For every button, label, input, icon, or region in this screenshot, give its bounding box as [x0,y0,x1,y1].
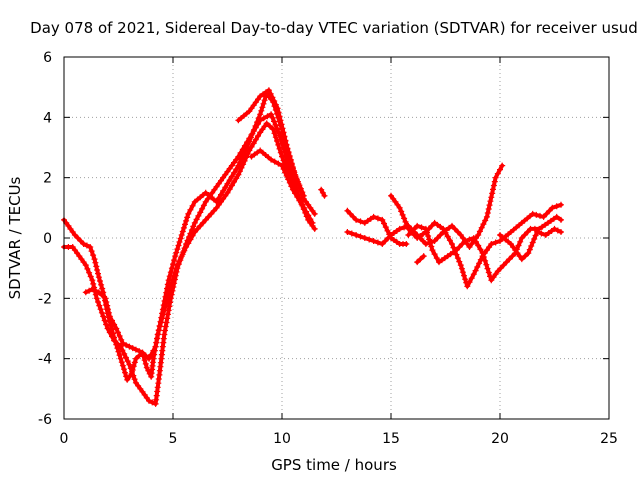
x-axis-title: GPS time / hours [271,456,397,474]
y-axis-title: SDTVAR / TECUs [6,176,24,299]
series-arc-6 [318,186,328,199]
axis-ticks: 0 5 10 15 20 25 -6 -4 -2 0 2 4 6 [38,50,618,447]
y-tick-label: -6 [38,412,52,428]
series-markers [61,111,318,407]
series-arc-4 [235,87,307,199]
y-tick-label: 2 [43,171,52,187]
series-line [389,193,563,289]
series-arc-12 [497,225,564,263]
x-tick-label: 10 [273,431,291,447]
series-markers [61,120,316,383]
series-markers [235,87,307,199]
series-arc-5 [248,147,307,211]
series-arc-2 [61,111,318,407]
x-tick-label: 20 [491,431,509,447]
x-tick-label: 25 [600,431,618,447]
chart-title: Day 078 of 2021, Sidereal Day-to-day VTE… [30,19,638,37]
y-tick-label: 6 [43,50,52,66]
series-markers [497,225,564,263]
series-markers [414,253,427,266]
y-tick-label: 4 [43,110,52,126]
y-tick-label: -4 [38,352,52,368]
series-markers [344,162,506,250]
y-tick-label: 0 [43,231,52,247]
y-tick-label: -2 [38,291,52,307]
series-line [345,208,409,246]
x-tick-label: 5 [169,431,178,447]
data-series [61,87,564,407]
series-arc-10 [405,213,564,284]
series-markers [318,186,328,199]
series-arc-8 [344,162,506,250]
series-arc-11 [414,253,427,266]
series-markers [248,147,307,211]
series-markers [405,213,564,284]
x-tick-label: 15 [382,431,400,447]
series-arc-1 [61,120,316,383]
x-tick-label: 0 [60,431,69,447]
series-line [62,112,317,406]
